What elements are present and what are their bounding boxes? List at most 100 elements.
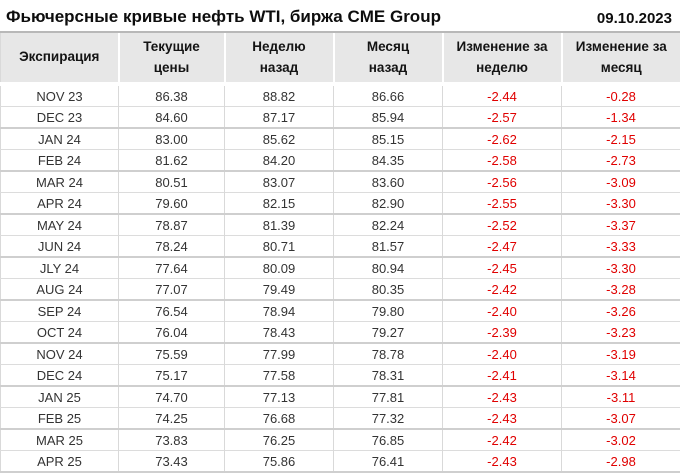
value-cell: 77.58 — [224, 364, 334, 386]
value-cell: -2.43 — [442, 407, 562, 429]
value-cell: -2.42 — [442, 429, 562, 451]
value-cell: 78.87 — [118, 214, 225, 236]
table-row: FEB 24 81.62 84.20 84.35 -2.58 -2.73 — [0, 149, 680, 171]
expiration-cell: SEP 24 — [37, 303, 82, 319]
value-cell: 82.24 — [333, 214, 443, 236]
value-cell: -2.47 — [442, 235, 562, 257]
value-cell: -2.40 — [442, 343, 562, 365]
value-cell: 74.25 — [118, 407, 225, 429]
value-cell: -2.73 — [561, 149, 680, 171]
value-cell: -2.45 — [442, 257, 562, 279]
page-title: Фьючерсные кривые нефть WTI, биржа CME G… — [6, 7, 441, 26]
value-cell: 77.07 — [118, 278, 225, 300]
column-header: Изменение за неделю — [441, 31, 562, 86]
titlebar: Фьючерсные кривые нефть WTI, биржа CME G… — [0, 0, 680, 31]
value-cell: -3.02 — [561, 429, 680, 451]
value-cell: 74.70 — [118, 386, 225, 408]
value-cell: 88.82 — [224, 84, 334, 107]
value-cell: 78.94 — [224, 300, 334, 322]
expiration-cell: JAN 24 — [38, 131, 81, 147]
expiration-cell: FEB 24 — [37, 152, 82, 168]
value-cell: -2.62 — [442, 128, 562, 150]
value-cell: 84.60 — [118, 106, 225, 128]
value-cell: 78.24 — [118, 235, 225, 257]
expiration-cell: JLY 24 — [39, 260, 80, 276]
value-cell: -2.98 — [561, 450, 680, 472]
table-row: JAN 25 74.70 77.13 77.81 -2.43 -3.11 — [0, 386, 680, 408]
value-cell: -2.39 — [442, 321, 562, 343]
value-cell: 80.35 — [333, 278, 443, 300]
value-cell: 76.25 — [224, 429, 334, 451]
expiration-cell: APR 25 — [37, 453, 82, 469]
column-header: Экспирация — [0, 31, 119, 86]
value-cell: -0.28 — [561, 84, 680, 107]
value-cell: 76.85 — [333, 429, 443, 451]
expiration-cell: JUN 24 — [37, 238, 82, 254]
value-cell: 80.51 — [118, 171, 225, 193]
table-row: NOV 23 86.38 88.82 86.66 -2.44 -0.28 — [0, 84, 680, 107]
value-cell: -3.11 — [561, 386, 680, 408]
value-cell: -2.42 — [442, 278, 562, 300]
table-row: SEP 24 76.54 78.94 79.80 -2.40 -3.26 — [0, 300, 680, 322]
expiration-cell: NOV 23 — [36, 88, 83, 104]
value-cell: 87.17 — [224, 106, 334, 128]
value-cell: 76.04 — [118, 321, 225, 343]
value-cell: 81.39 — [224, 214, 334, 236]
value-cell: 77.32 — [333, 407, 443, 429]
value-cell: 83.07 — [224, 171, 334, 193]
value-cell: -2.43 — [442, 386, 562, 408]
value-cell: -1.34 — [561, 106, 680, 128]
expiration-cell: DEC 24 — [36, 367, 83, 383]
expiration-cell: OCT 24 — [36, 324, 83, 340]
value-cell: -3.37 — [561, 214, 680, 236]
value-cell: 85.15 — [333, 128, 443, 150]
value-cell: 83.00 — [118, 128, 225, 150]
value-cell: 73.83 — [118, 429, 225, 451]
expiration-cell: DEC 23 — [36, 109, 83, 125]
value-cell: 83.60 — [333, 171, 443, 193]
expiration-cell: FEB 25 — [37, 410, 82, 426]
value-cell: -2.55 — [442, 192, 562, 214]
table-row: JLY 24 77.64 80.09 80.94 -2.45 -3.30 — [0, 257, 680, 279]
value-cell: -3.28 — [561, 278, 680, 300]
table-row: NOV 24 75.59 77.99 78.78 -2.40 -3.19 — [0, 343, 680, 365]
table-row: JAN 24 83.00 85.62 85.15 -2.62 -2.15 — [0, 128, 680, 150]
value-cell: -2.44 — [442, 84, 562, 107]
expiration-cell: AUG 24 — [36, 281, 83, 297]
value-cell: -3.30 — [561, 192, 680, 214]
value-cell: 75.59 — [118, 343, 225, 365]
column-header: Месяц назад — [332, 31, 443, 86]
table-row: MAR 24 80.51 83.07 83.60 -2.56 -3.09 — [0, 171, 680, 193]
value-cell: 80.94 — [333, 257, 443, 279]
value-cell: 78.78 — [333, 343, 443, 365]
value-cell: -2.15 — [561, 128, 680, 150]
table-row: DEC 24 75.17 77.58 78.31 -2.41 -3.14 — [0, 364, 680, 386]
value-cell: -3.26 — [561, 300, 680, 322]
value-cell: 86.66 — [333, 84, 443, 107]
value-cell: 84.35 — [333, 149, 443, 171]
value-cell: 76.41 — [333, 450, 443, 472]
value-cell: 78.43 — [224, 321, 334, 343]
value-cell: 77.64 — [118, 257, 225, 279]
value-cell: 76.68 — [224, 407, 334, 429]
value-cell: 80.71 — [224, 235, 334, 257]
expiration-cell: JAN 25 — [38, 389, 81, 405]
expiration-cell: MAR 25 — [36, 432, 83, 448]
value-cell: -2.56 — [442, 171, 562, 193]
column-header: Текущие цены — [117, 31, 225, 86]
value-cell: 80.09 — [224, 257, 334, 279]
value-cell: 86.38 — [118, 84, 225, 107]
table-row: APR 24 79.60 82.15 82.90 -2.55 -3.30 — [0, 192, 680, 214]
value-cell: 82.15 — [224, 192, 334, 214]
value-cell: 73.43 — [118, 450, 225, 472]
header-row: Экспирация Текущие цены Неделю назад Месяц … — [0, 31, 680, 86]
value-cell: -3.33 — [561, 235, 680, 257]
table-body: NOV 23 86.38 88.82 86.66 -2.44 -0.28 DEC 23 84.… — [0, 84, 680, 472]
value-cell: 76.54 — [118, 300, 225, 322]
expiration-cell: MAR 24 — [36, 174, 83, 190]
value-cell: 75.86 — [224, 450, 334, 472]
futures-table: Экспирация Текущие цены Неделю назад Месяц … — [0, 31, 680, 473]
value-cell: 77.13 — [224, 386, 334, 408]
table-row: DEC 23 84.60 87.17 85.94 -2.57 -1.34 — [0, 106, 680, 128]
